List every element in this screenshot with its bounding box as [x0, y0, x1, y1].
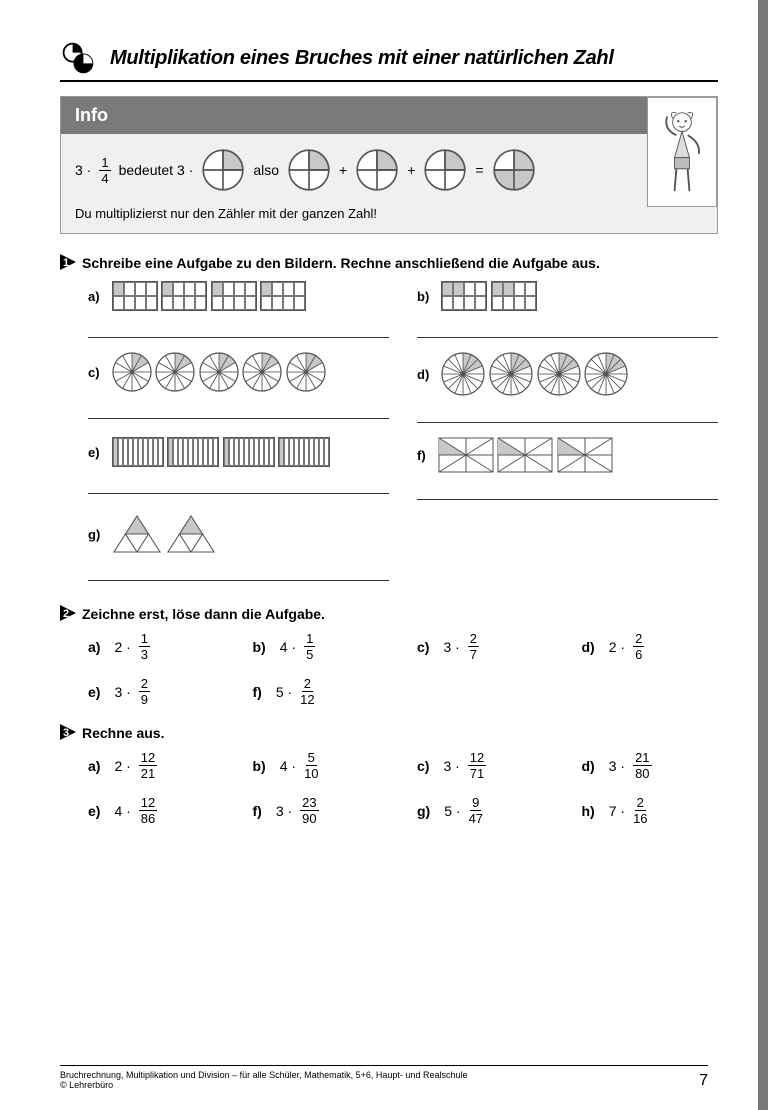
math-item: b)4 · 510	[253, 751, 390, 780]
pie-quarter-c	[423, 148, 467, 192]
eq-also: also	[253, 162, 279, 178]
answer-line	[88, 418, 389, 419]
worksheet-page: Multiplikation eines Bruches mit einer n…	[0, 0, 768, 1110]
task1-a: a)	[88, 281, 389, 344]
pie-quarter-b	[355, 148, 399, 192]
task-marker-1: 1	[60, 254, 76, 270]
equals: =	[475, 162, 483, 178]
task1-c-shapes	[112, 352, 327, 392]
task3-title: 3Rechne aus.	[60, 724, 718, 741]
page-number: 7	[699, 1072, 708, 1090]
math-item: f)5 · 212	[253, 677, 390, 706]
pie-quarter-1	[201, 148, 245, 192]
answer-line	[88, 580, 389, 581]
info-fraction: 1 4	[99, 156, 110, 185]
math-item: e)4 · 1286	[88, 796, 225, 825]
task1-d: d)	[417, 352, 718, 429]
footer-text: Bruchrechnung, Multiplikation und Divisi…	[60, 1070, 467, 1090]
task1-b-shapes	[441, 281, 537, 311]
page-title: Multiplikation eines Bruches mit einer n…	[110, 47, 614, 70]
task1-g: g)	[88, 514, 389, 587]
answer-line	[417, 337, 718, 338]
page-header: Multiplikation eines Bruches mit einer n…	[60, 40, 718, 82]
svg-text:1: 1	[63, 257, 69, 269]
task-marker-2: 2	[60, 605, 76, 621]
answer-line	[88, 337, 389, 338]
task1-grid: a) b) c) d)	[88, 281, 718, 587]
task1-f: f)	[417, 437, 718, 506]
task-marker-3: 3	[60, 724, 76, 740]
task1-b: b)	[417, 281, 718, 344]
task3-items: a)2 · 1221 b)4 · 510 c)3 · 1271 d)3 · 2180 e…	[88, 751, 718, 825]
svg-text:3: 3	[63, 727, 69, 739]
answer-line	[417, 499, 718, 500]
answer-line	[417, 422, 718, 423]
math-item: b)4 · 15	[253, 632, 390, 661]
info-footer-text: Du multiplizierst nur den Zähler mit der…	[75, 206, 703, 221]
math-item: f)3 · 2390	[253, 796, 390, 825]
math-item: c)3 · 1271	[417, 751, 554, 780]
task2-items: a)2 · 13 b)4 · 15 c)3 · 27 d)2 · 26 e)3 · 29…	[88, 632, 718, 706]
pie-quarter-a	[287, 148, 331, 192]
math-item: a)2 · 13	[88, 632, 225, 661]
logo-icon	[60, 40, 96, 76]
task1-d-shapes	[441, 352, 628, 396]
task1-title: 1Schreibe eine Aufgabe zu den Bildern. R…	[60, 254, 718, 271]
task1-e-shapes	[112, 437, 331, 467]
math-item: d)2 · 26	[582, 632, 719, 661]
pie-three-quarters	[492, 148, 536, 192]
info-box: Info 3 · 1 4 bedeute	[60, 96, 718, 234]
page-footer: Bruchrechnung, Multiplikation und Divisi…	[60, 1065, 708, 1090]
plus-2: +	[407, 162, 415, 178]
svg-text:2: 2	[63, 608, 69, 620]
math-item: c)3 · 27	[417, 632, 554, 661]
info-header: Info	[61, 97, 717, 134]
info-equation: 3 · 1 4 bedeutet 3 · also	[75, 148, 703, 192]
task1-c: c)	[88, 352, 389, 429]
math-item: g)5 · 947	[417, 796, 554, 825]
math-item: h)7 · 216	[582, 796, 719, 825]
eq-bedeutet: bedeutet 3 ·	[119, 162, 194, 178]
eq-prefix: 3 ·	[75, 162, 91, 178]
task1-e: e)	[88, 437, 389, 506]
task2-title: 2Zeichne erst, löse dann die Aufgabe.	[60, 605, 718, 622]
info-body: 3 · 1 4 bedeutet 3 · also	[61, 134, 717, 233]
answer-line	[88, 493, 389, 494]
math-item: a)2 · 1221	[88, 751, 225, 780]
math-item: d)3 · 2180	[582, 751, 719, 780]
math-item: e)3 · 29	[88, 677, 225, 706]
plus-1: +	[339, 162, 347, 178]
task1-g-shapes	[112, 514, 216, 554]
task1-a-shapes	[112, 281, 307, 311]
task1-f-shapes	[438, 437, 613, 473]
